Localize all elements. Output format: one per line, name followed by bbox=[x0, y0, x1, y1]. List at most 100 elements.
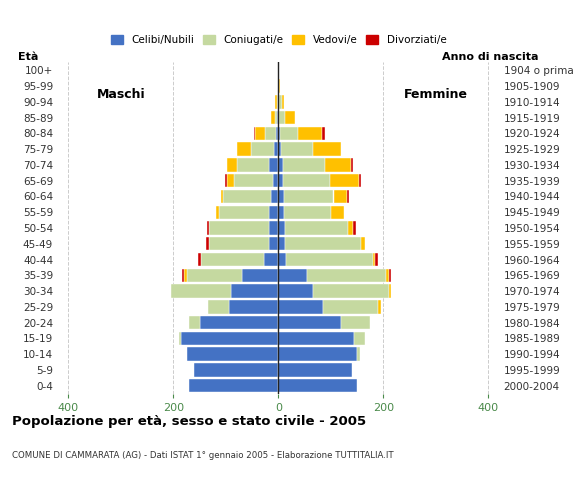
Bar bbox=[278, 143, 281, 156]
Bar bbox=[282, 158, 325, 172]
Bar bbox=[284, 205, 331, 219]
Bar bbox=[194, 363, 278, 377]
Bar bbox=[389, 269, 392, 282]
Bar bbox=[229, 300, 278, 313]
Bar bbox=[278, 348, 357, 361]
Bar bbox=[287, 253, 373, 266]
Bar bbox=[347, 190, 349, 203]
Bar bbox=[358, 174, 361, 187]
Bar bbox=[231, 284, 278, 298]
Bar bbox=[277, 95, 278, 108]
Bar bbox=[278, 363, 352, 377]
Bar bbox=[187, 348, 278, 361]
Bar bbox=[278, 379, 357, 393]
Bar bbox=[270, 111, 275, 124]
Text: Femmine: Femmine bbox=[404, 88, 468, 101]
Bar bbox=[278, 316, 342, 329]
Bar bbox=[242, 269, 278, 282]
Bar bbox=[281, 143, 313, 156]
Bar bbox=[201, 253, 264, 266]
Bar bbox=[182, 269, 184, 282]
Bar bbox=[278, 269, 307, 282]
Bar bbox=[279, 79, 280, 93]
Bar bbox=[285, 111, 295, 124]
Bar bbox=[373, 253, 375, 266]
Bar bbox=[278, 300, 323, 313]
Bar bbox=[276, 95, 277, 108]
Bar bbox=[273, 174, 278, 187]
Bar bbox=[206, 221, 209, 235]
Bar bbox=[278, 253, 287, 266]
Bar bbox=[331, 205, 344, 219]
Bar bbox=[278, 205, 284, 219]
Bar bbox=[357, 348, 360, 361]
Bar bbox=[281, 95, 284, 108]
Bar bbox=[216, 205, 219, 219]
Bar bbox=[171, 284, 231, 298]
Bar bbox=[251, 143, 274, 156]
Bar bbox=[227, 158, 237, 172]
Bar bbox=[282, 174, 330, 187]
Bar bbox=[278, 158, 282, 172]
Bar bbox=[219, 205, 269, 219]
Bar bbox=[279, 95, 281, 108]
Bar bbox=[265, 127, 276, 140]
Bar bbox=[209, 221, 270, 235]
Bar bbox=[354, 332, 365, 345]
Bar bbox=[270, 190, 278, 203]
Bar bbox=[234, 174, 273, 187]
Bar bbox=[277, 111, 278, 124]
Bar bbox=[189, 379, 278, 393]
Bar bbox=[227, 174, 234, 187]
Bar bbox=[313, 143, 342, 156]
Bar bbox=[351, 158, 353, 172]
Bar bbox=[378, 300, 380, 313]
Bar bbox=[276, 127, 278, 140]
Bar bbox=[307, 269, 386, 282]
Bar bbox=[279, 111, 285, 124]
Bar bbox=[184, 269, 187, 282]
Bar bbox=[298, 127, 322, 140]
Bar bbox=[347, 221, 353, 235]
Bar bbox=[220, 190, 223, 203]
Bar bbox=[223, 190, 270, 203]
Bar bbox=[198, 253, 201, 266]
Bar bbox=[237, 158, 269, 172]
Bar bbox=[274, 143, 278, 156]
Bar bbox=[237, 143, 251, 156]
Bar bbox=[182, 332, 278, 345]
Legend: Celibi/Nubili, Coniugati/e, Vedovi/e, Divorziati/e: Celibi/Nubili, Coniugati/e, Vedovi/e, Di… bbox=[106, 31, 451, 49]
Bar bbox=[264, 253, 278, 266]
Bar bbox=[278, 237, 285, 251]
Bar bbox=[334, 190, 347, 203]
Text: COMUNE DI CAMMARATA (AG) - Dati ISTAT 1° gennaio 2005 - Elaborazione TUTTITALIA.: COMUNE DI CAMMARATA (AG) - Dati ISTAT 1°… bbox=[12, 451, 393, 460]
Bar bbox=[375, 253, 378, 266]
Text: Maschi: Maschi bbox=[97, 88, 145, 101]
Bar bbox=[200, 316, 278, 329]
Bar bbox=[330, 174, 358, 187]
Bar bbox=[280, 127, 298, 140]
Bar bbox=[253, 127, 255, 140]
Bar bbox=[269, 158, 278, 172]
Text: Popolazione per età, sesso e stato civile - 2005: Popolazione per età, sesso e stato civil… bbox=[12, 415, 366, 428]
Bar bbox=[278, 332, 354, 345]
Bar bbox=[225, 174, 227, 187]
Bar bbox=[269, 205, 278, 219]
Text: Età: Età bbox=[19, 52, 39, 62]
Bar bbox=[179, 332, 182, 345]
Bar bbox=[270, 221, 278, 235]
Bar bbox=[389, 284, 392, 298]
Bar bbox=[275, 111, 277, 124]
Bar bbox=[322, 127, 325, 140]
Bar bbox=[278, 127, 280, 140]
Bar bbox=[278, 190, 284, 203]
Bar bbox=[206, 237, 209, 251]
Bar bbox=[269, 237, 278, 251]
Bar bbox=[342, 316, 370, 329]
Bar bbox=[278, 221, 285, 235]
Bar bbox=[284, 190, 334, 203]
Bar bbox=[386, 269, 389, 282]
Bar bbox=[325, 158, 351, 172]
Text: Anno di nascita: Anno di nascita bbox=[442, 52, 538, 62]
Bar bbox=[313, 284, 389, 298]
